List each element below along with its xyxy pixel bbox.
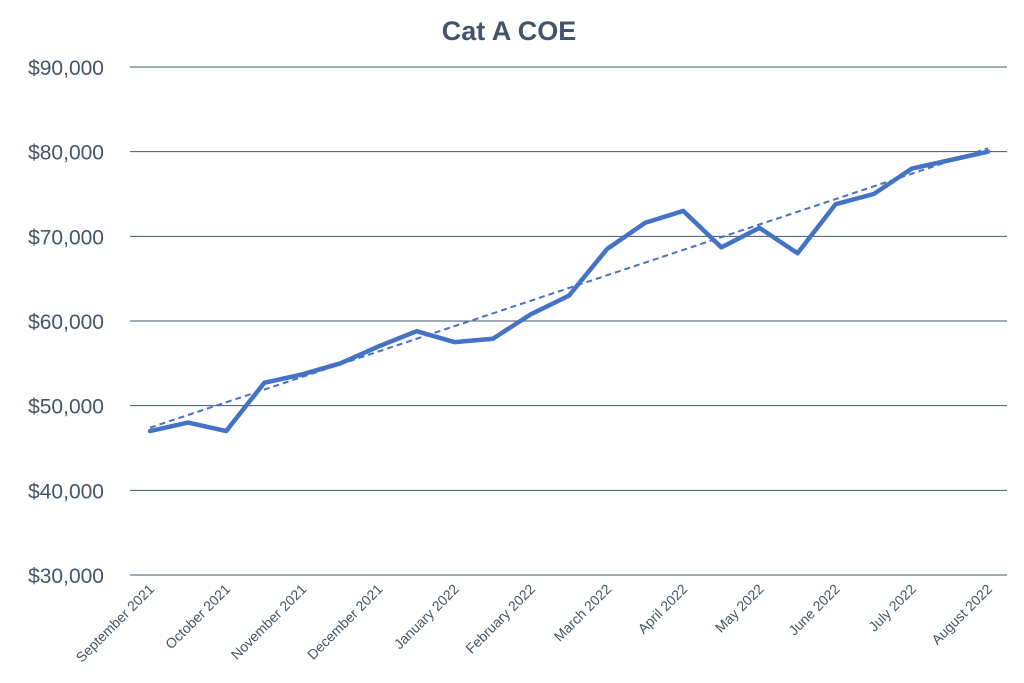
x-tick-label: November 2021 <box>228 581 310 663</box>
x-tick-label: October 2021 <box>162 581 233 652</box>
x-tick-label: December 2021 <box>304 581 386 663</box>
x-tick-label: April 2022 <box>634 581 690 637</box>
y-tick-label: $50,000 <box>28 396 104 419</box>
y-tick-label: $40,000 <box>28 480 104 503</box>
x-tick-label: May 2022 <box>712 581 767 636</box>
x-tick-label: June 2022 <box>785 581 843 639</box>
x-tick-label: July 2022 <box>865 581 919 635</box>
y-tick-label: $30,000 <box>28 565 104 588</box>
x-tick-label: January 2022 <box>391 581 462 652</box>
x-tick-label: February 2022 <box>462 581 538 657</box>
trendline <box>149 147 989 429</box>
chart-title: Cat A COE <box>442 16 577 46</box>
y-tick-label: $90,000 <box>28 57 104 80</box>
x-tick-label: September 2021 <box>73 581 158 666</box>
y-tick-label: $60,000 <box>28 311 104 334</box>
x-tick-label: March 2022 <box>551 581 615 645</box>
series-line <box>147 149 991 434</box>
y-tick-label: $70,000 <box>28 226 104 249</box>
y-tick-label: $80,000 <box>28 142 104 165</box>
x-tick-label: August 2022 <box>928 581 995 648</box>
